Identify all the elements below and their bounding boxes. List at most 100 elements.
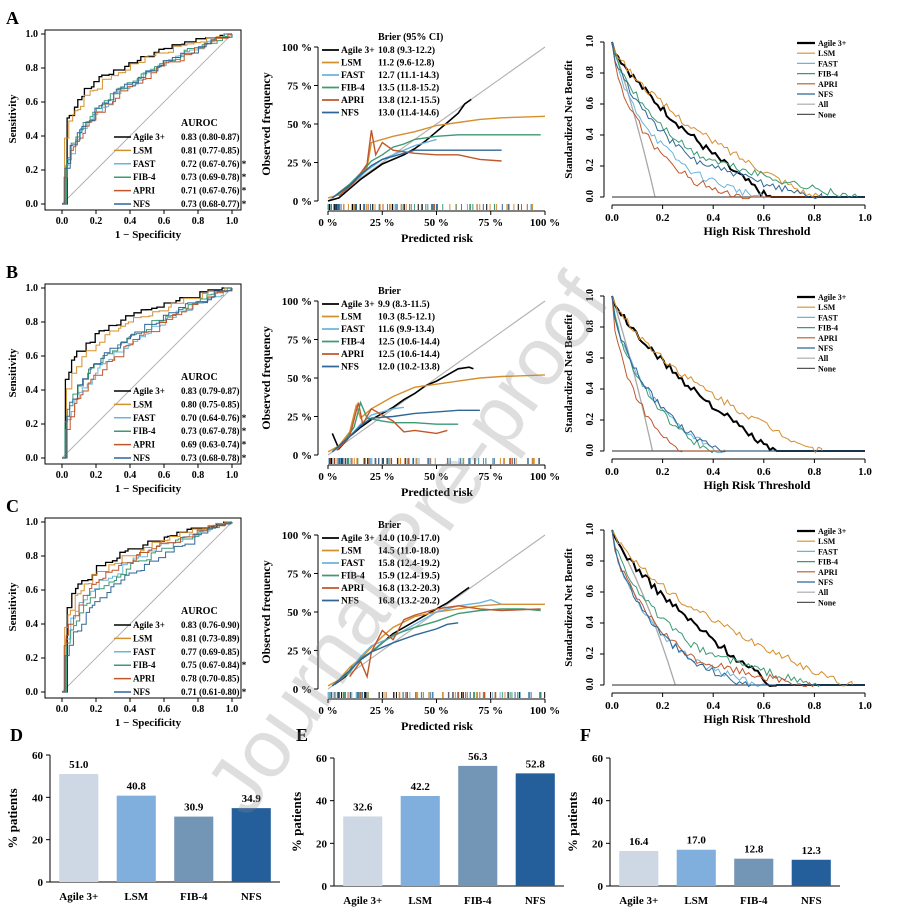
roc-legend-value: 0.78 (0.70-0.85) bbox=[181, 674, 240, 684]
roc-frame bbox=[44, 29, 242, 211]
calibration-legend-value: 9.9 (8.3-11.5) bbox=[378, 299, 430, 310]
calibration-curve-fib4 bbox=[331, 608, 541, 687]
calibration-curve-fib4 bbox=[331, 400, 459, 453]
bar-ytick-label: 0 bbox=[322, 881, 328, 893]
calibration-curve-nfs bbox=[331, 622, 459, 687]
roc-xlabel: 1 − Specificity bbox=[115, 717, 182, 729]
dca-legend-name: None bbox=[818, 598, 836, 607]
calibration-ylabel: Observed frequency bbox=[259, 72, 273, 175]
calibration-ytick-label: 75 % bbox=[287, 569, 312, 581]
calibration-ytick-label: 25 % bbox=[287, 158, 312, 170]
dca-ytick-label: 0.8 bbox=[585, 554, 596, 567]
calibration-legend-name: APRI bbox=[341, 96, 365, 106]
dca-ytick-label: 0.6 bbox=[585, 351, 596, 364]
roc-curve-lsm bbox=[62, 521, 232, 693]
roc-ytick-label: 0.8 bbox=[26, 317, 39, 328]
panel-label: D bbox=[10, 725, 23, 745]
roc-xtick-label: 0.8 bbox=[192, 216, 205, 227]
dca-ytick-label: 1.0 bbox=[585, 523, 596, 536]
calibration-ytick-label: 0 % bbox=[293, 196, 312, 208]
dca-legend-name: NFS bbox=[818, 578, 834, 587]
dca-ytick-label: 0.4 bbox=[585, 382, 596, 395]
roc-xtick-label: 0.0 bbox=[56, 704, 69, 715]
dca-xlabel: High Risk Threshold bbox=[704, 712, 811, 726]
bar-category-label: NFS bbox=[241, 891, 262, 903]
roc-ytick-label: 1.0 bbox=[26, 283, 39, 294]
dca-curve-agile3 bbox=[611, 295, 865, 452]
bar-value-label: 40.8 bbox=[127, 781, 147, 793]
roc-legend-name: FAST bbox=[133, 159, 155, 169]
dca-legend-name: FIB-4 bbox=[818, 558, 838, 567]
roc-ytick-label: 0.8 bbox=[26, 63, 39, 74]
dca-curve-agile3 bbox=[611, 41, 865, 198]
bar-fib4 bbox=[174, 816, 214, 882]
calibration-legend-name: APRI bbox=[341, 584, 365, 594]
calibration-curve-apri bbox=[349, 605, 541, 680]
bar-ylabel: % patients bbox=[565, 792, 580, 852]
roc-legend-value: 0.83 (0.80-0.87) bbox=[181, 132, 240, 142]
dca-xtick-label: 0.6 bbox=[757, 700, 771, 712]
roc-legend-name: LSM bbox=[133, 399, 153, 409]
calibration-legend-name: NFS bbox=[341, 109, 359, 119]
calibration-diagonal bbox=[327, 300, 546, 456]
dca-ytick-label: 0.6 bbox=[585, 97, 596, 110]
bar-ytick-label: 40 bbox=[592, 796, 604, 808]
calibration-legend-value: 16.8 (13.2-20.3) bbox=[378, 583, 440, 594]
calibration-xtick-label: 0 % bbox=[318, 471, 337, 483]
roc-ytick-label: 0.2 bbox=[26, 419, 39, 430]
calibration-xtick-label: 50 % bbox=[424, 705, 449, 717]
calibration-xtick-label: 0 % bbox=[318, 705, 337, 717]
calibration-legend-value: 15.8 (12.4-19.2) bbox=[378, 558, 440, 569]
roc-legend-value: 0.81 (0.73-0.89) bbox=[181, 633, 240, 643]
dca-curve-lsm bbox=[611, 529, 865, 687]
dca-curve-fib4 bbox=[611, 41, 865, 199]
calibration-ytick-label: 50 % bbox=[287, 119, 312, 131]
bar-agile3 bbox=[59, 774, 99, 882]
calibration-xtick-label: 75 % bbox=[478, 471, 503, 483]
calibration-xlabel: Predicted risk bbox=[401, 485, 473, 499]
roc-curve-lsm bbox=[62, 33, 232, 205]
bar-category-label: LSM bbox=[684, 895, 708, 907]
dca-xtick-label: 0.4 bbox=[706, 466, 720, 478]
bar-value-label: 30.9 bbox=[184, 802, 204, 814]
calibration-xtick-label: 50 % bbox=[424, 217, 449, 229]
dca-legend-name: None bbox=[818, 364, 836, 373]
roc-curve-nfs bbox=[62, 521, 232, 693]
calibration-xtick-label: 100 % bbox=[530, 471, 560, 483]
roc-xtick-label: 0.6 bbox=[158, 704, 171, 715]
roc-ytick-label: 0.8 bbox=[26, 551, 39, 562]
dca-xtick-label: 0.6 bbox=[757, 466, 771, 478]
calibration-chart: 0 % 25 % 50 % 75 % 100 % 0 % 25 % 50 % 75 % 100 %… bbox=[259, 32, 560, 245]
roc-curve-nfs bbox=[62, 288, 233, 459]
roc-xlabel: 1 − Specificity bbox=[115, 229, 182, 241]
roc-legend-name: APRI bbox=[133, 674, 155, 684]
dca-legend-name: All bbox=[818, 354, 829, 363]
roc-xtick-label: 1.0 bbox=[226, 216, 239, 227]
calibration-xtick-label: 25 % bbox=[370, 471, 395, 483]
bar-ytick-label: 60 bbox=[316, 753, 328, 765]
bar-ytick-label: 40 bbox=[316, 796, 328, 808]
roc-chart: 0.0 0.0 0.2 0.2 0.4 0.4 0.6 0.6 0.8 0.8 1.0 1.0 1 − … bbox=[7, 29, 247, 241]
dca-legend-name: NFS bbox=[818, 344, 834, 353]
calibration-chart: 0 % 25 % 50 % 75 % 100 % 0 % 25 % 50 % 75 % 100 %… bbox=[259, 286, 560, 499]
calibration-ytick-label: 0 % bbox=[293, 684, 312, 696]
calibration-legend-value: 13.8 (12.1-15.5) bbox=[378, 95, 440, 106]
roc-legend-value: 0.81 (0.77-0.85) bbox=[181, 145, 240, 155]
roc-ytick-label: 0.6 bbox=[26, 351, 39, 362]
bar-ytick-label: 20 bbox=[592, 838, 604, 850]
bar-value-label: 32.6 bbox=[353, 801, 373, 813]
bar-value-label: 56.3 bbox=[468, 751, 488, 763]
roc-legend-title: AUROC bbox=[181, 606, 218, 617]
calibration-legend-title: Brier (95% CI) bbox=[378, 32, 443, 43]
bar-agile3 bbox=[619, 851, 659, 886]
bar-nfs bbox=[231, 808, 271, 882]
dca-curve-fast bbox=[611, 41, 865, 200]
calibration-xtick-label: 75 % bbox=[478, 705, 503, 717]
roc-xtick-label: 0.2 bbox=[90, 704, 103, 715]
roc-ytick-label: 1.0 bbox=[26, 517, 39, 528]
calibration-legend-value: 15.9 (12.4-19.5) bbox=[378, 571, 440, 582]
bar-category-label: FIB-4 bbox=[464, 895, 492, 907]
dca-xtick-label: 0.0 bbox=[605, 466, 619, 478]
dca-xtick-label: 1.0 bbox=[858, 700, 872, 712]
panel-label: C bbox=[6, 496, 19, 516]
